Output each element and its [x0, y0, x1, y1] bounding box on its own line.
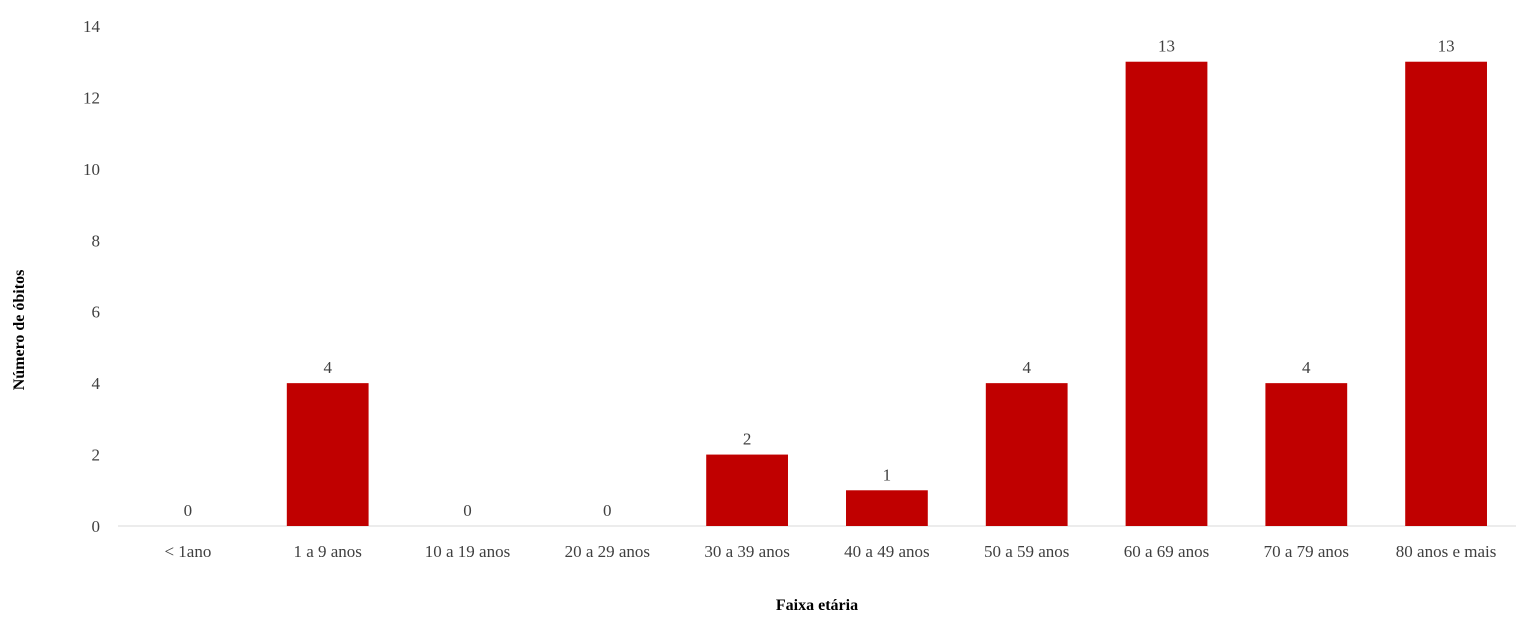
bar — [286, 383, 369, 526]
x-axis-title: Faixa etária — [776, 597, 858, 614]
y-tick-label: 10 — [83, 160, 100, 179]
x-tick-label: 50 a 59 anos — [984, 542, 1069, 561]
y-tick-label: 14 — [83, 17, 101, 36]
y-axis-ticks: 0 2 4 6 8 10 12 14 — [83, 17, 101, 536]
bar — [1125, 61, 1208, 526]
x-tick-label: 80 anos e mais — [1396, 542, 1497, 561]
x-tick-label: 30 a 39 anos — [704, 542, 789, 561]
bar — [985, 383, 1068, 526]
bar-value-label: 4 — [1022, 358, 1031, 377]
x-tick-label: 40 a 49 anos — [844, 542, 929, 561]
x-tick-label: 1 a 9 anos — [293, 542, 361, 561]
y-tick-label: 8 — [92, 231, 101, 250]
data-labels: 0 4 0 0 2 1 4 13 4 13 — [184, 37, 1455, 520]
bar-value-label: 0 — [184, 501, 193, 520]
x-tick-label: 20 a 29 anos — [565, 542, 650, 561]
bar — [846, 490, 928, 526]
bar — [1405, 61, 1487, 526]
y-tick-label: 0 — [92, 517, 101, 536]
bar — [1265, 383, 1348, 526]
bar-value-label: 1 — [883, 465, 892, 484]
x-tick-label: < 1ano — [164, 542, 211, 561]
y-tick-label: 4 — [92, 374, 101, 393]
bar-value-label: 4 — [1302, 358, 1311, 377]
bars — [286, 61, 1487, 526]
y-tick-label: 2 — [92, 446, 101, 465]
x-axis-ticks: < 1ano 1 a 9 anos 10 a 19 anos 20 a 29 anos… — [164, 542, 1496, 561]
y-tick-label: 6 — [92, 303, 101, 322]
y-tick-label: 12 — [83, 88, 100, 107]
bar-value-label: 2 — [743, 430, 752, 449]
bar-value-label: 13 — [1438, 37, 1455, 56]
y-axis-title: Número de óbitos — [11, 270, 28, 391]
bar-value-label: 0 — [463, 501, 472, 520]
x-tick-label: 60 a 69 anos — [1124, 542, 1209, 561]
x-tick-label: 70 a 79 anos — [1264, 542, 1349, 561]
bar-value-label: 4 — [323, 358, 332, 377]
bar — [706, 454, 788, 526]
bar-value-label: 13 — [1158, 37, 1175, 56]
x-tick-label: 10 a 19 anos — [425, 542, 510, 561]
bar-value-label: 0 — [603, 501, 612, 520]
